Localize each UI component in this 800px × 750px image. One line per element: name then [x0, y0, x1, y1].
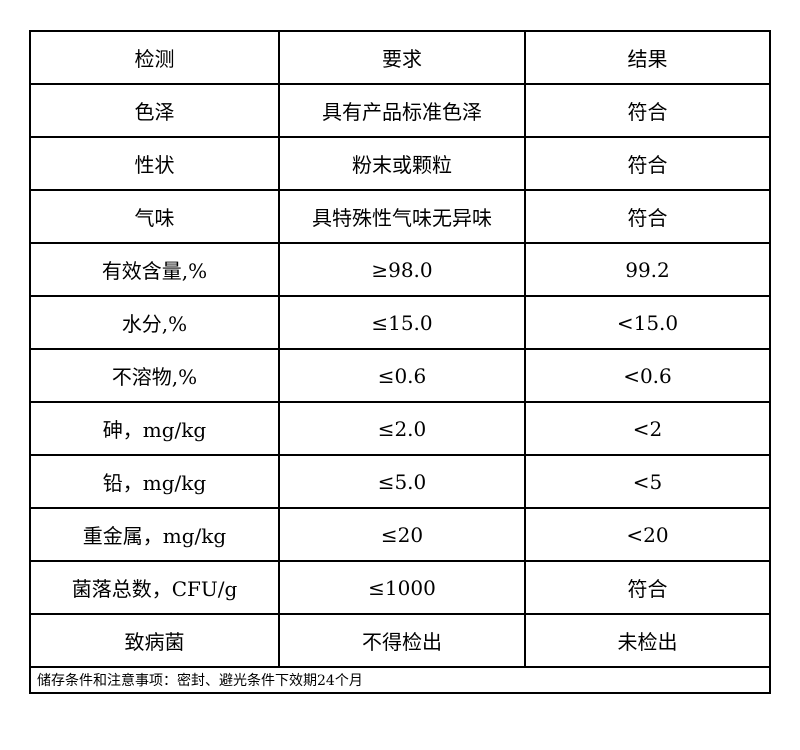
cell-result: <15.0: [524, 295, 771, 350]
cell-requirement: ≥98.0: [278, 242, 526, 297]
cell-requirement: 粉末或颗粒: [278, 136, 526, 191]
cell-requirement: ≤0.6: [278, 348, 526, 403]
cell-result: <20: [524, 507, 771, 562]
cell-item: 致病菌: [29, 613, 280, 668]
cell-result: <2: [524, 401, 771, 456]
header-requirement: 要求: [278, 30, 526, 85]
cell-item: 色泽: [29, 83, 280, 138]
cell-result: <0.6: [524, 348, 771, 403]
cell-requirement: ≤1000: [278, 560, 526, 615]
cell-item: 气味: [29, 189, 280, 244]
table-row: 性状 粉末或颗粒 符合: [29, 136, 771, 191]
table-row: 重金属，mg/kg ≤20 <20: [29, 507, 771, 562]
table-row: 致病菌 不得检出 未检出: [29, 613, 771, 668]
table-row: 砷，mg/kg ≤2.0 <2: [29, 401, 771, 456]
header-item: 检测: [29, 30, 280, 85]
table-row: 水分,% ≤15.0 <15.0: [29, 295, 771, 350]
table-row: 铅，mg/kg ≤5.0 <5: [29, 454, 771, 509]
cell-result: 99.2: [524, 242, 771, 297]
cell-result: 未检出: [524, 613, 771, 668]
table-row: 菌落总数，CFU/g ≤1000 符合: [29, 560, 771, 615]
header-result: 结果: [524, 30, 771, 85]
cell-item: 砷，mg/kg: [29, 401, 280, 456]
cell-requirement: 具有产品标准色泽: [278, 83, 526, 138]
cell-item: 性状: [29, 136, 280, 191]
storage-note: 储存条件和注意事项：密封、避光条件下效期24个月: [29, 666, 771, 694]
table-row: 有效含量,% ≥98.0 99.2: [29, 242, 771, 297]
footer-row: 储存条件和注意事项：密封、避光条件下效期24个月: [29, 666, 771, 694]
cell-result: 符合: [524, 560, 771, 615]
cell-result: 符合: [524, 83, 771, 138]
cell-item: 重金属，mg/kg: [29, 507, 280, 562]
cell-result: <5: [524, 454, 771, 509]
cell-requirement: ≤20: [278, 507, 526, 562]
table-row: 色泽 具有产品标准色泽 符合: [29, 83, 771, 138]
cell-requirement: ≤2.0: [278, 401, 526, 456]
cell-requirement: ≤15.0: [278, 295, 526, 350]
cell-item: 有效含量,%: [29, 242, 280, 297]
cell-result: 符合: [524, 136, 771, 191]
cell-requirement: 具特殊性气味无异味: [278, 189, 526, 244]
spec-table: 检测 要求 结果 色泽 具有产品标准色泽 符合 性状 粉末或颗粒 符合 气味 具特殊性气味无异…: [29, 30, 771, 694]
cell-item: 菌落总数，CFU/g: [29, 560, 280, 615]
cell-item: 不溶物,%: [29, 348, 280, 403]
cell-item: 铅，mg/kg: [29, 454, 280, 509]
header-row: 检测 要求 结果: [29, 30, 771, 85]
table-row: 气味 具特殊性气味无异味 符合: [29, 189, 771, 244]
cell-requirement: ≤5.0: [278, 454, 526, 509]
table-row: 不溶物,% ≤0.6 <0.6: [29, 348, 771, 403]
cell-result: 符合: [524, 189, 771, 244]
cell-item: 水分,%: [29, 295, 280, 350]
cell-requirement: 不得检出: [278, 613, 526, 668]
